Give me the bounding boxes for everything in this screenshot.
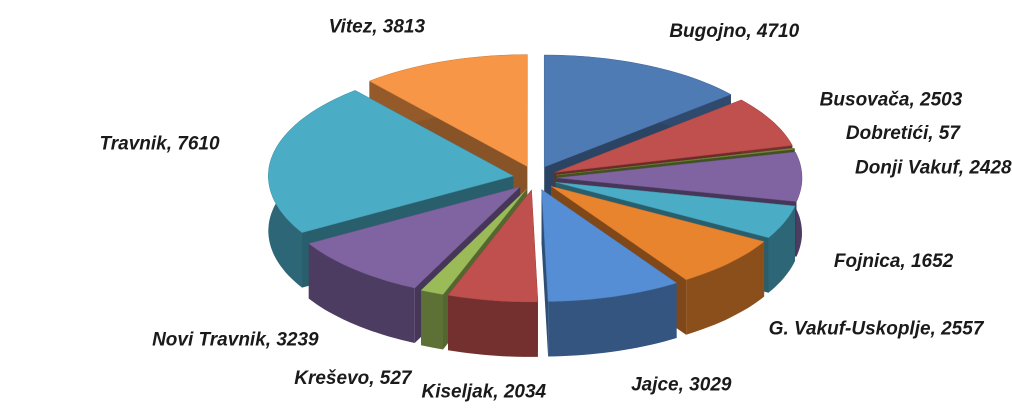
slice-top — [268, 90, 514, 233]
data-label: Dobretići, 57 — [846, 123, 961, 144]
data-label: Bugojno, 4710 — [669, 21, 799, 42]
slice-wall — [421, 290, 443, 350]
slice-top — [556, 147, 796, 176]
slice-top — [550, 186, 765, 280]
slice-wall — [548, 283, 677, 357]
data-label: Fojnica, 1652 — [834, 251, 954, 272]
slice-top — [556, 151, 803, 202]
slice-top — [543, 54, 732, 168]
data-label: Kiseljak, 2034 — [421, 381, 546, 402]
slice-wall — [448, 295, 538, 357]
slice-top — [420, 189, 527, 295]
slice-top — [308, 186, 521, 289]
data-label: G. Vakuf-Uskoplje, 2557 — [769, 318, 985, 339]
data-label: Busovača, 2503 — [820, 90, 963, 111]
slice-top — [541, 189, 678, 302]
slice-wall — [686, 241, 765, 335]
data-label: Kreševo, 527 — [294, 368, 413, 389]
slice-wall — [768, 206, 795, 293]
slice — [447, 189, 539, 357]
slice-top — [368, 54, 528, 168]
slice-top — [554, 99, 793, 173]
data-label: Novi Travnik, 3239 — [152, 330, 319, 351]
slice-top — [555, 182, 796, 238]
data-label: Donji Vakuf, 2428 — [855, 157, 1012, 178]
slice-wall — [308, 243, 415, 343]
data-label: Vitez, 3813 — [329, 16, 426, 37]
slice — [541, 189, 678, 357]
slice-side — [541, 189, 549, 357]
data-label: Travnik, 7610 — [100, 133, 221, 154]
slice-top — [447, 189, 539, 303]
data-label: Jajce, 3029 — [631, 374, 732, 395]
